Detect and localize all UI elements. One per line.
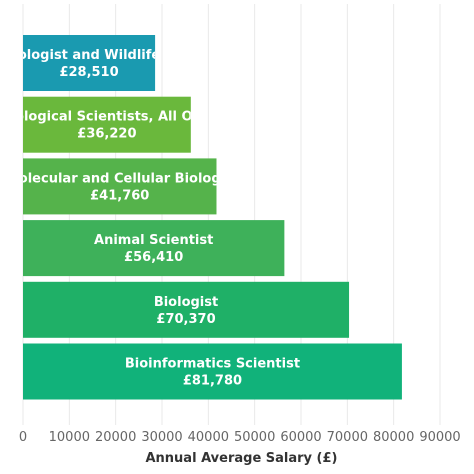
x-tick-label: 60000 xyxy=(280,430,321,445)
x-tick-label: 20000 xyxy=(95,430,136,445)
bar-category-label: Animal Scientist xyxy=(94,233,213,248)
bar-value-label: £56,410 xyxy=(124,250,183,265)
x-tick-label: 0 xyxy=(19,430,27,445)
x-axis-title: Annual Average Salary (£) xyxy=(145,451,337,466)
bar-category-label: Biologist xyxy=(154,295,218,310)
x-tick-label: 50000 xyxy=(234,430,275,445)
bar-category-label: ologist and Wildlife xyxy=(18,48,161,63)
bars: ologist and Wildlife £28,510 ological Scie… xyxy=(15,35,402,400)
bar-value-label: £36,220 xyxy=(77,127,136,142)
bar xyxy=(23,343,402,400)
bar-value-label: £81,780 xyxy=(183,374,242,389)
x-axis: 0 10000 20000 30000 40000 50000 60000 70000 8000… xyxy=(19,430,461,445)
bar xyxy=(23,96,191,153)
x-tick-label: 70000 xyxy=(327,430,368,445)
x-tick-label: 40000 xyxy=(188,430,229,445)
x-tick-label: 90000 xyxy=(419,430,460,445)
bar-value-label: £28,510 xyxy=(59,65,118,80)
bar xyxy=(23,220,285,277)
bar xyxy=(23,158,217,215)
x-tick-label: 80000 xyxy=(373,430,414,445)
bar xyxy=(23,281,350,338)
bar-category-label: olecular and Cellular Biolog xyxy=(19,171,221,186)
bar xyxy=(23,35,156,91)
bar-category-label: Bioinformatics Scientist xyxy=(125,357,300,372)
x-tick-label: 30000 xyxy=(141,430,182,445)
bar-value-label: £70,370 xyxy=(156,312,215,327)
x-tick-label: 10000 xyxy=(49,430,90,445)
bar-value-label: £41,760 xyxy=(90,188,149,203)
bar-category-label: ological Scientists, All Ot xyxy=(15,110,199,125)
